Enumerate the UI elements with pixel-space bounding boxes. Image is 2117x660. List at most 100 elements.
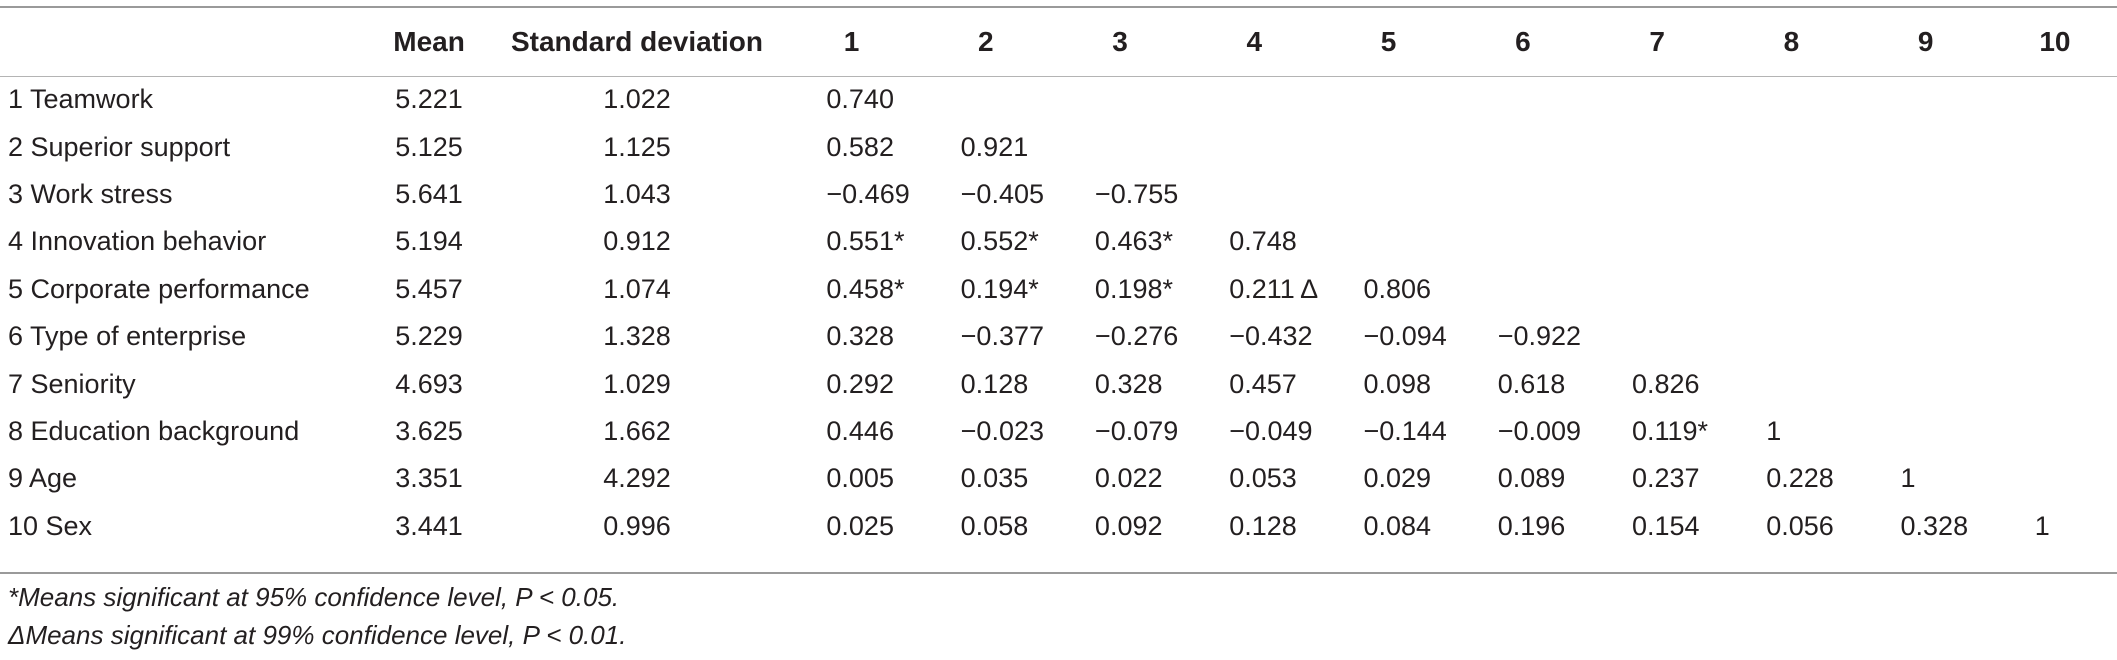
std-dev-cell: 1.125 xyxy=(603,131,671,162)
correlation-cell: 0.552* xyxy=(960,226,1039,257)
table-row: 5 Corporate performance 5.457 1.074 0.458* 0… xyxy=(0,266,2117,313)
std-dev-cell: 1.029 xyxy=(603,368,671,399)
correlation-cell: 0.582 xyxy=(826,131,894,162)
correlation-cell: 1 xyxy=(1766,415,1782,446)
correlation-cell xyxy=(1859,313,1993,360)
correlation-cell: −0.276 xyxy=(1094,321,1179,352)
correlation-cell: 0.194* xyxy=(960,273,1039,304)
table-header-row: Mean Standard deviation 1 2 3 4 5 6 7 8 … xyxy=(0,8,2117,76)
correlation-cell xyxy=(1724,313,1858,360)
correlation-cell xyxy=(1859,408,1993,455)
correlation-table: Mean Standard deviation 1 2 3 4 5 6 7 8 … xyxy=(0,8,2117,550)
table-row: 6 Type of enterprise 5.229 1.328 0.328 −0.37… xyxy=(0,313,2117,360)
header-cell-col-6: 6 xyxy=(1515,26,1531,57)
correlation-cell xyxy=(1456,266,1590,313)
correlation-cell xyxy=(1053,76,1187,123)
row-label-cell: 8 Education background xyxy=(8,415,300,446)
correlation-cell: 0.128 xyxy=(1229,510,1297,541)
correlation-cell xyxy=(1993,266,2117,313)
correlation-cell: 0.826 xyxy=(1631,368,1700,399)
mean-cell: 5.457 xyxy=(395,273,463,304)
table-row: 3 Work stress 5.641 1.043 −0.469 −0.405 −0.75… xyxy=(0,171,2117,218)
table-row: 1 Teamwork 5.221 1.022 0.740 xyxy=(0,76,2117,123)
header-cell-mean: Mean xyxy=(393,26,465,57)
correlation-cell xyxy=(1724,218,1858,265)
correlation-cell: 0.748 xyxy=(1229,226,1297,257)
correlation-cell: 0.237 xyxy=(1631,463,1700,494)
header-cell-col-3: 3 xyxy=(1112,26,1128,57)
mean-cell: 3.351 xyxy=(395,463,463,494)
correlation-cell: −0.009 xyxy=(1497,415,1582,446)
correlation-cell: 1 xyxy=(1900,463,1916,494)
correlation-cell xyxy=(1724,171,1858,218)
correlation-cell: 0.618 xyxy=(1497,368,1566,399)
mean-cell: 3.441 xyxy=(395,510,463,541)
correlation-cell: 0.292 xyxy=(826,368,894,399)
correlation-cell xyxy=(1993,171,2117,218)
correlation-cell: 0.211 Δ xyxy=(1229,273,1319,304)
correlation-cell: 0.035 xyxy=(960,463,1029,494)
correlation-cell xyxy=(1590,218,1724,265)
correlation-cell: 0.128 xyxy=(960,368,1029,399)
table-top-rule xyxy=(0,6,2117,8)
header-cell-col-1: 1 xyxy=(843,26,860,57)
correlation-cell: −0.023 xyxy=(960,415,1044,446)
correlation-cell xyxy=(1724,123,1858,170)
row-label-cell: 5 Corporate performance xyxy=(8,273,310,304)
correlation-cell: 0.228 xyxy=(1766,463,1834,494)
correlation-cell: 0.119* xyxy=(1631,415,1709,446)
correlation-cell xyxy=(1456,123,1590,170)
correlation-cell: 0.029 xyxy=(1363,463,1432,494)
correlation-cell: −0.377 xyxy=(960,321,1044,352)
header-cell-col-5: 5 xyxy=(1380,26,1397,57)
footnote-significance-95: *Means significant at 95% confidence lev… xyxy=(8,582,620,612)
correlation-cell: −0.755 xyxy=(1094,178,1179,209)
mean-cell: 3.625 xyxy=(395,415,463,446)
correlation-cell xyxy=(1321,218,1455,265)
correlation-cell: 0.084 xyxy=(1363,510,1432,541)
correlation-cell xyxy=(1590,313,1724,360)
correlation-cell xyxy=(1456,171,1590,218)
correlation-cell: 0.089 xyxy=(1497,463,1566,494)
header-cell-col-4: 4 xyxy=(1246,26,1263,57)
row-label-cell: 6 Type of enterprise xyxy=(8,321,247,352)
correlation-cell: 0.098 xyxy=(1363,368,1432,399)
correlation-cell xyxy=(1187,76,1321,123)
correlation-cell xyxy=(1590,123,1724,170)
correlation-cell xyxy=(1859,266,1993,313)
row-label-cell: 10 Sex xyxy=(8,510,93,541)
std-dev-cell: 1.043 xyxy=(603,178,671,209)
correlation-cell xyxy=(1456,76,1590,123)
header-cell-col-7: 7 xyxy=(1649,26,1665,57)
std-dev-cell: 0.912 xyxy=(603,226,671,257)
correlation-cell xyxy=(1993,76,2117,123)
correlation-cell: −0.144 xyxy=(1363,415,1447,446)
correlation-cell: 0.058 xyxy=(960,510,1029,541)
mean-cell: 4.693 xyxy=(395,368,463,399)
correlation-cell xyxy=(1053,123,1187,170)
correlation-cell xyxy=(1993,313,2117,360)
correlation-cell: 0.921 xyxy=(960,131,1029,162)
correlation-cell: 0.458* xyxy=(826,273,905,304)
header-cell-standard-deviation: Standard deviation xyxy=(510,26,764,57)
correlation-cell xyxy=(1321,171,1455,218)
table-body: 1 Teamwork 5.221 1.022 0.740 2 Superior supp… xyxy=(0,76,2117,550)
std-dev-cell: 1.328 xyxy=(603,321,671,352)
row-label-cell: 9 Age xyxy=(8,463,78,494)
correlation-cell xyxy=(1590,266,1724,313)
correlation-cell: 0.025 xyxy=(826,510,894,541)
correlation-cell: −0.079 xyxy=(1094,415,1179,446)
correlation-cell xyxy=(1187,123,1321,170)
table-row: 2 Superior support 5.125 1.125 0.582 0.921 xyxy=(0,123,2117,170)
std-dev-cell: 1.074 xyxy=(603,273,671,304)
correlation-cell xyxy=(1590,76,1724,123)
header-cell-col-8: 8 xyxy=(1783,26,1800,57)
row-label-cell: 3 Work stress xyxy=(8,178,173,209)
correlation-cell xyxy=(919,76,1053,123)
correlation-cell: 0.022 xyxy=(1094,463,1163,494)
table-row: 8 Education background 3.625 1.662 0.446 −0.… xyxy=(0,408,2117,455)
correlation-cell: 0.457 xyxy=(1229,368,1297,399)
std-dev-cell: 1.022 xyxy=(603,84,671,115)
correlation-cell: 0.092 xyxy=(1094,510,1163,541)
correlation-cell xyxy=(1993,408,2117,455)
